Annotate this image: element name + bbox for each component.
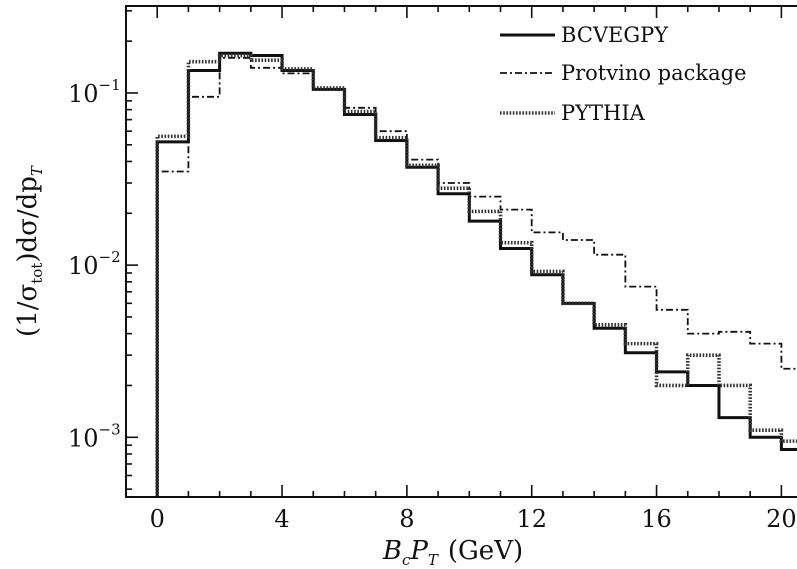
y-tick-label: 10−2 [68,248,121,280]
x-tick-label: 12 [516,505,547,533]
x-tick-label: 16 [641,505,672,533]
x-axis-label: BcPT (GeV) [382,536,523,569]
x-tick-label: 0 [150,505,165,533]
series-pythia [155,53,797,497]
y-tick-label-base: 10 [68,80,99,108]
legend-label-protvino: Protvino package [561,61,747,85]
x-tick-label: 20 [766,505,797,533]
y-axis-label: (1/σtot)dσ/dpT [13,165,46,337]
x-tick-label: 4 [274,505,289,533]
y-tick-label: 10−3 [68,420,121,452]
legend-label-bcvegpy: BCVEGPY [561,23,669,47]
series-bcvegpy [155,51,797,497]
legend-label-pythia: PYTHIA [561,101,646,125]
series-layer [155,51,797,497]
series-protvino-package [156,56,797,497]
y-tick-label-exponent: −2 [99,248,121,266]
y-tick-label-exponent: −3 [99,420,121,438]
y-tick-label: 10−1 [68,76,121,108]
y-tick-label-base: 10 [68,424,99,452]
legend: BCVEGPY Protvino package PYTHIA [500,23,747,125]
y-tick-label-exponent: −1 [99,76,121,94]
x-tick-label: 8 [399,505,414,533]
plot-frame [125,5,797,498]
y-tick-label-base: 10 [68,252,99,280]
